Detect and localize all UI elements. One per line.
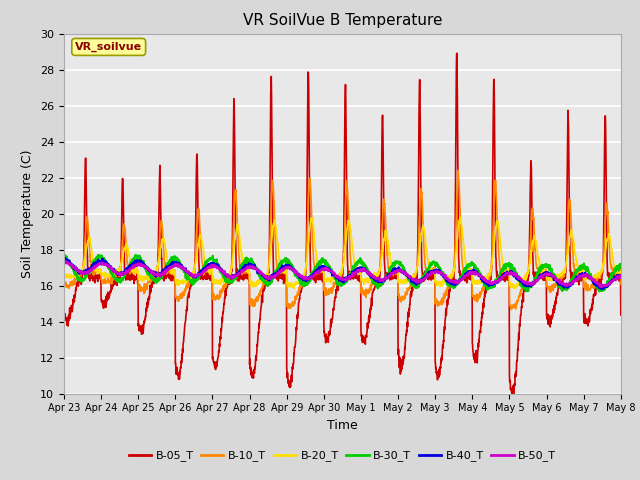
B-20_T <box>348 240 356 246</box>
B-40_T <box>60 258 68 264</box>
Line: B-10_T: B-10_T <box>64 170 621 310</box>
B-30_T <box>406 277 414 283</box>
B-20_T <box>164 259 172 264</box>
B-05_T <box>60 313 68 319</box>
Line: B-05_T: B-05_T <box>64 53 621 396</box>
B-05_T <box>593 279 601 285</box>
B-20_T <box>617 273 625 279</box>
B-30_T <box>132 252 140 258</box>
B-20_T <box>456 215 464 220</box>
B-10_T <box>406 286 413 292</box>
B-30_T <box>348 267 356 273</box>
Text: VR_soilvue: VR_soilvue <box>75 42 142 52</box>
B-50_T <box>597 284 605 290</box>
B-50_T <box>60 258 68 264</box>
B-05_T <box>348 272 356 278</box>
B-05_T <box>509 394 516 399</box>
Line: B-40_T: B-40_T <box>64 258 621 289</box>
B-05_T <box>453 50 461 56</box>
B-50_T <box>593 279 600 285</box>
Line: B-50_T: B-50_T <box>64 261 621 287</box>
B-40_T <box>598 287 605 292</box>
B-30_T <box>164 261 172 266</box>
B-40_T <box>164 264 172 269</box>
B-10_T <box>348 268 356 274</box>
B-30_T <box>617 265 625 271</box>
B-50_T <box>164 266 172 272</box>
B-10_T <box>60 280 68 286</box>
B-20_T <box>593 274 601 279</box>
B-05_T <box>617 312 625 318</box>
B-40_T <box>508 270 516 276</box>
B-10_T <box>508 307 515 312</box>
Title: VR SoilVue B Temperature: VR SoilVue B Temperature <box>243 13 442 28</box>
B-30_T <box>60 255 68 261</box>
B-50_T <box>348 273 356 279</box>
B-40_T <box>212 261 220 267</box>
B-20_T <box>60 272 68 277</box>
B-20_T <box>290 286 298 291</box>
B-10_T <box>164 270 172 276</box>
B-30_T <box>595 288 603 294</box>
Line: B-20_T: B-20_T <box>64 217 621 288</box>
Line: B-30_T: B-30_T <box>64 255 621 291</box>
B-30_T <box>508 262 516 267</box>
B-50_T <box>617 274 625 279</box>
B-05_T <box>164 273 172 278</box>
B-10_T <box>593 275 601 281</box>
B-05_T <box>508 391 516 397</box>
B-20_T <box>508 284 516 289</box>
B-50_T <box>508 270 516 276</box>
B-40_T <box>406 276 414 281</box>
Legend: B-05_T, B-10_T, B-20_T, B-30_T, B-40_T, B-50_T: B-05_T, B-10_T, B-20_T, B-30_T, B-40_T, … <box>124 446 561 466</box>
Y-axis label: Soil Temperature (C): Soil Temperature (C) <box>22 149 35 278</box>
B-40_T <box>593 282 600 288</box>
X-axis label: Time: Time <box>327 419 358 432</box>
B-10_T <box>454 168 461 173</box>
B-05_T <box>212 361 220 367</box>
B-20_T <box>406 276 414 282</box>
B-50_T <box>212 264 220 269</box>
B-20_T <box>212 281 220 287</box>
B-10_T <box>617 281 625 287</box>
B-40_T <box>348 272 356 277</box>
B-50_T <box>406 273 414 279</box>
B-10_T <box>212 294 220 300</box>
B-10_T <box>508 305 516 311</box>
B-30_T <box>212 260 220 265</box>
B-30_T <box>593 285 600 291</box>
B-50_T <box>60 260 68 266</box>
B-40_T <box>61 255 69 261</box>
B-05_T <box>406 301 413 307</box>
B-40_T <box>617 272 625 278</box>
